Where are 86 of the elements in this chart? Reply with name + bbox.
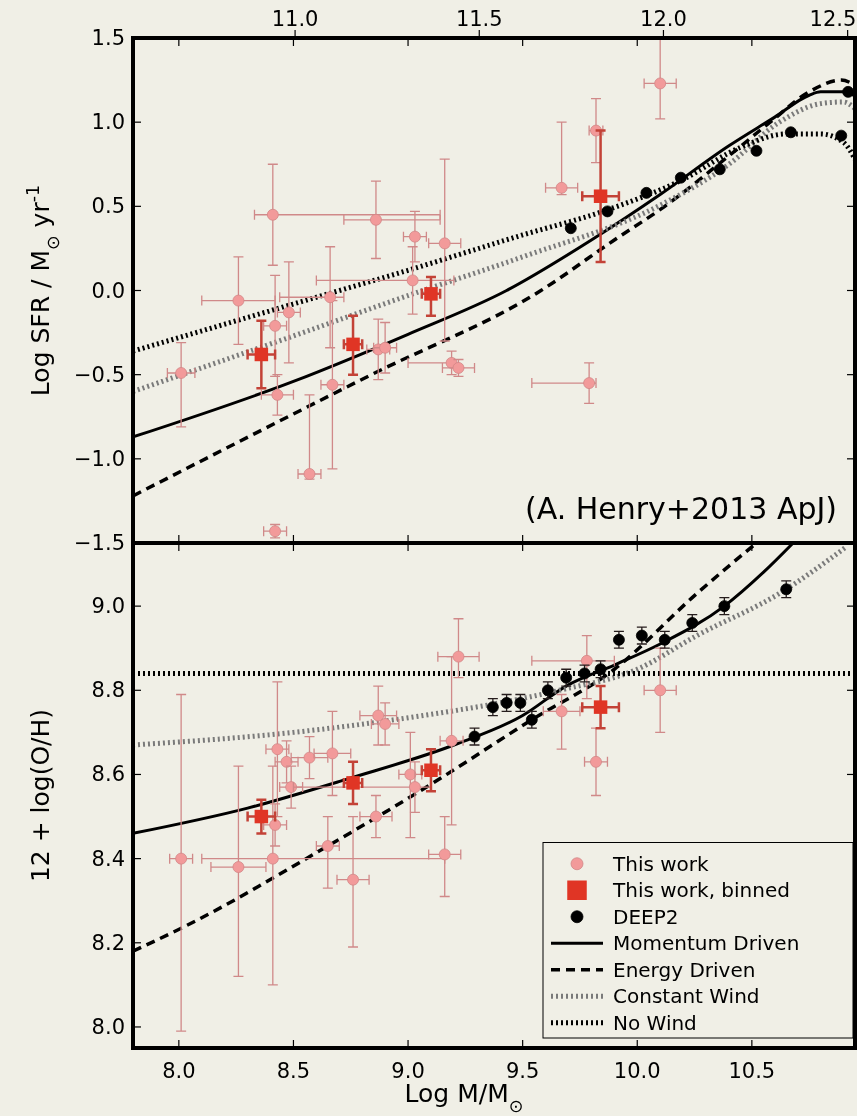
point — [266, 208, 279, 221]
y-tick-label: −1.0 — [74, 446, 125, 471]
x2-tick-label: 12.5 — [809, 7, 857, 31]
point — [372, 709, 385, 722]
point — [326, 378, 339, 391]
point — [654, 684, 667, 697]
point — [438, 237, 451, 250]
point — [438, 848, 451, 861]
x-tick-label: 8.0 — [162, 1059, 196, 1083]
point — [266, 852, 279, 865]
x2-tick-label: 11.5 — [455, 7, 503, 31]
y-tick-label: 8.4 — [91, 846, 125, 871]
point — [640, 186, 653, 199]
point — [269, 819, 282, 831]
x2-tick-label: 12.0 — [640, 7, 687, 31]
x-tick-label: 8.5 — [276, 1059, 311, 1083]
point — [370, 810, 382, 823]
point — [326, 747, 339, 760]
y-axis-title: 12 + log(O/H) — [26, 708, 55, 883]
point — [514, 697, 527, 709]
point — [424, 287, 438, 301]
legend-label: This work, binned — [612, 878, 790, 903]
legend-label: DEEP2 — [613, 904, 679, 929]
y-tick-label: 8.8 — [91, 678, 125, 703]
y-tick-label: 1.0 — [91, 110, 125, 135]
point — [271, 743, 284, 756]
point — [784, 126, 797, 139]
point — [601, 205, 614, 218]
y-tick-label: 0.5 — [91, 194, 125, 219]
point — [254, 809, 269, 824]
point — [232, 294, 245, 307]
point — [282, 306, 295, 319]
point — [370, 213, 382, 226]
point — [835, 129, 848, 142]
point — [347, 873, 359, 886]
point — [654, 77, 667, 90]
point — [713, 163, 726, 176]
point — [590, 755, 602, 768]
point — [269, 319, 282, 332]
point — [271, 388, 284, 401]
legend-label: This work — [612, 851, 710, 876]
point — [674, 171, 687, 184]
point — [324, 291, 337, 304]
point — [555, 705, 568, 718]
y-tick-label: 0.0 — [91, 278, 125, 303]
y-tick-label: 8.0 — [91, 1014, 125, 1039]
y-tick-label: −1.5 — [74, 531, 125, 555]
x2-tick-label: 11.0 — [271, 7, 319, 31]
y-tick-label: 8.6 — [91, 762, 125, 787]
annotation: (A. Henry+2013 ApJ) — [524, 491, 837, 526]
point — [303, 751, 316, 764]
point — [379, 718, 392, 730]
x-tick-label: 10.5 — [728, 1059, 776, 1083]
point — [175, 852, 188, 865]
point — [555, 181, 568, 194]
point — [500, 697, 513, 709]
point — [593, 189, 608, 203]
y-tick-label: −0.5 — [74, 362, 125, 387]
point — [424, 763, 438, 777]
point — [254, 347, 269, 362]
legend-label: No Wind — [613, 1010, 697, 1035]
point — [593, 700, 608, 714]
point — [346, 337, 360, 352]
y-tick-label: 1.5 — [91, 26, 125, 50]
point — [686, 617, 699, 629]
point — [303, 468, 316, 480]
point — [409, 781, 421, 793]
legend-label: Energy Driven — [613, 957, 756, 982]
y-tick-label: 9.0 — [91, 594, 125, 619]
point — [406, 274, 419, 287]
point — [583, 377, 596, 389]
y-tick-label: 8.2 — [91, 930, 125, 955]
point — [321, 840, 334, 852]
point — [379, 341, 392, 354]
point — [750, 144, 763, 157]
point — [232, 861, 245, 873]
point — [346, 776, 360, 790]
point — [445, 734, 458, 747]
point — [452, 650, 465, 663]
point — [175, 367, 188, 379]
x-tick-label: 10.0 — [613, 1059, 661, 1083]
point — [564, 222, 577, 235]
point — [452, 362, 465, 374]
legend-label: Momentum Driven — [613, 931, 800, 956]
point — [409, 230, 421, 243]
legend-label: Constant Wind — [613, 984, 760, 1009]
